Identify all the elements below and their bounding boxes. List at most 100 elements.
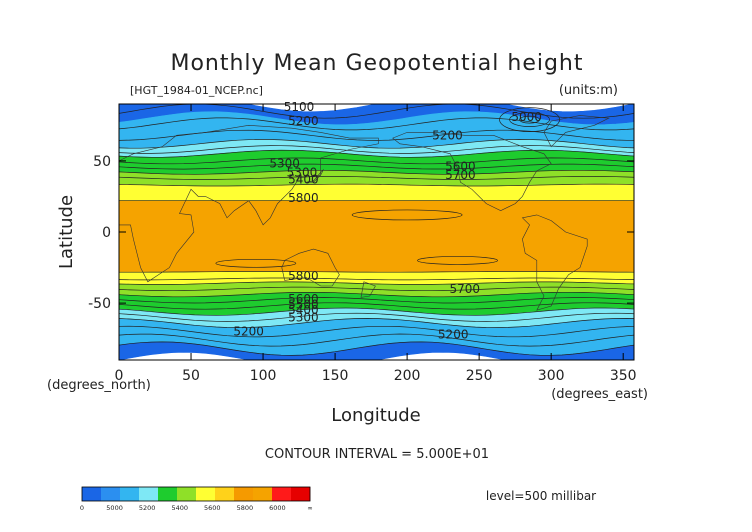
colorbar-swatch [291, 487, 311, 501]
contour-band [119, 200, 634, 273]
x-tick-label: 0 [115, 368, 124, 384]
contour-label: 5200 [288, 114, 319, 128]
contour-label: 5800 [288, 191, 319, 205]
contour-line [119, 318, 634, 328]
contour-line [215, 258, 297, 268]
contour-labels-layer: 5100520052005000530053005400560057005800… [233, 100, 542, 342]
colorbar-swatch [196, 487, 216, 501]
contour-line [351, 209, 463, 221]
contour-line [119, 291, 634, 298]
contour-line [119, 145, 634, 154]
contour-label: 5200 [432, 128, 463, 142]
colorbar-tick-label: 5000 [106, 504, 123, 512]
contour-line [119, 297, 634, 304]
colorbar-tick-label: ∞ [307, 504, 312, 512]
contour-label: 5400 [288, 172, 319, 186]
x-tick-label: 350 [610, 368, 637, 384]
contour-line [119, 307, 634, 316]
x-axis-title: Longitude [331, 405, 421, 426]
y-unit-label: (degrees_north) [47, 378, 151, 393]
colorbar: 0 5000 5200 5400 5600 5800 6000 ∞ [80, 486, 313, 512]
colorbar-tick-label: 5200 [139, 504, 156, 512]
x-tick-label: 200 [394, 368, 421, 384]
contour-interval-label: CONTOUR INTERVAL = 5.000E+01 [265, 447, 489, 462]
contour-line [119, 312, 634, 322]
contour-label: 5000 [511, 110, 542, 124]
contour-line [119, 302, 634, 310]
colorbar-swatch [272, 487, 292, 501]
contour-band [119, 183, 634, 201]
contour-label: 5300 [288, 310, 319, 324]
contour-label: 5500 [288, 298, 319, 312]
x-tick-label: 100 [250, 368, 277, 384]
x-tick-label: 300 [538, 368, 565, 384]
colorbar-tick-label: 5600 [204, 504, 221, 512]
contour-line [119, 325, 634, 338]
x-axis: 0 50 100 150 200 250 300 350 [115, 104, 637, 384]
coastline [119, 124, 379, 283]
colorbar-tick-label: 6000 [269, 504, 286, 512]
contour-line [519, 115, 540, 124]
contour-line [119, 176, 634, 180]
coastline [360, 281, 376, 298]
coastline [281, 248, 340, 287]
contour-label: 5300 [287, 165, 318, 179]
y-axis: -50 0 50 [88, 154, 634, 312]
contour-line [119, 139, 634, 149]
coastline [543, 115, 610, 148]
x-tick-label: 150 [322, 368, 349, 384]
contour-label: 5600 [288, 292, 319, 306]
contour-label: 5700 [445, 168, 476, 182]
y-tick-label: 50 [93, 154, 111, 170]
contour-line [119, 183, 634, 187]
coastline [521, 214, 588, 311]
colorbar-swatch [234, 487, 254, 501]
colorbar-frame [81, 486, 311, 502]
colorbar-swatch [158, 487, 178, 501]
contour-label: 5600 [445, 160, 476, 174]
contour-label: 5300 [269, 157, 300, 171]
contour-label: 5200 [233, 325, 264, 339]
contour-line [119, 271, 634, 273]
colorbar-tick-label: 0 [80, 504, 84, 512]
y-tick-label: -50 [88, 296, 111, 312]
y-axis-title: Latitude [56, 195, 77, 269]
contour-fill-layer [119, 104, 634, 360]
contour-label: 5700 [449, 282, 480, 296]
contour-line [119, 169, 634, 175]
units-label: (units:m) [559, 83, 618, 98]
contour-line [509, 112, 550, 127]
contour-line [119, 281, 634, 285]
x-tick-label: 50 [182, 368, 200, 384]
contour-line [119, 149, 634, 158]
contour-label: 5800 [288, 269, 319, 283]
contour-line [119, 117, 634, 131]
contour-line [119, 163, 634, 170]
x-unit-label: (degrees_east) [551, 387, 648, 402]
coastline [392, 132, 552, 212]
contour-line [119, 157, 634, 165]
chart-title: Monthly Mean Geopotential height [170, 51, 583, 76]
y-tick-label: 0 [102, 225, 111, 241]
colorbar-swatch [177, 487, 197, 501]
colorbar-swatch [215, 487, 235, 501]
contour-line [119, 333, 634, 347]
source-label: [HGT_1984-01_NCEP.nc] [130, 84, 263, 97]
contour-label: 5400 [288, 303, 319, 317]
x-tick-label: 250 [466, 368, 493, 384]
level-label: level=500 millibar [486, 489, 596, 503]
colorbar-swatch [120, 487, 140, 501]
colorbar-tick-label: 5800 [237, 504, 254, 512]
contour-line [119, 277, 634, 281]
colorbar-swatch [139, 487, 159, 501]
contour-label: 5200 [438, 327, 469, 341]
colorbar-tick-label: 5400 [171, 504, 188, 512]
colorbar-swatch [253, 487, 273, 501]
colorbar-swatch [82, 487, 102, 501]
coastline-layer [119, 115, 610, 311]
contour-label: 5100 [284, 100, 315, 114]
contour-line [417, 256, 498, 265]
colorbar-swatch [101, 487, 121, 501]
contour-line [119, 286, 634, 292]
